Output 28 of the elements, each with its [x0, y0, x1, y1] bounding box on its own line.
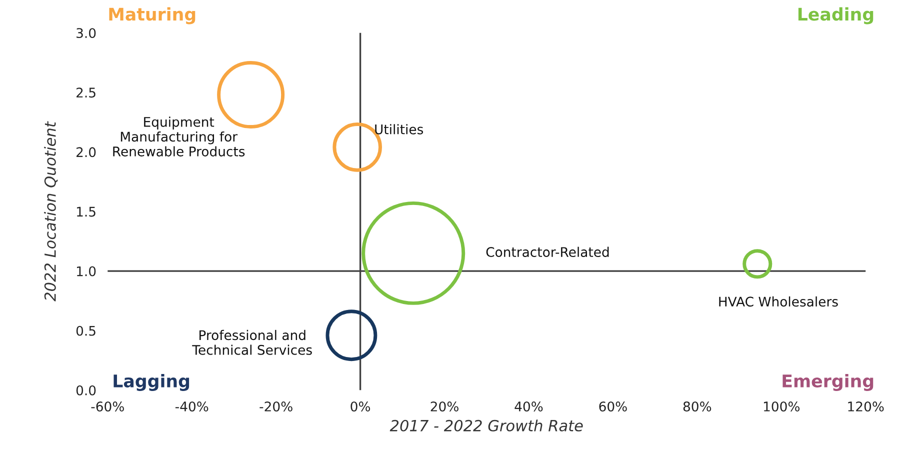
y-tick-label: 3.0 — [76, 28, 96, 38]
x-tick-label: 0% — [350, 401, 370, 412]
text: HVAC Wholesalers — [719, 296, 838, 307]
x-tick-label: 60% — [599, 401, 627, 412]
x-tick-label: -40% — [175, 401, 208, 412]
y-tick-label: 2.5 — [76, 88, 96, 98]
series-label: Utilities — [375, 124, 424, 134]
series-label: Professional and Technical Services — [192, 330, 312, 355]
x-tick-label: 40% — [514, 401, 543, 412]
x-tick-label: 20% — [430, 401, 458, 412]
y-tick-label: 1.0 — [76, 266, 96, 276]
x-tick-label: -20% — [260, 401, 292, 412]
annotation: Lagging — [114, 374, 190, 391]
y-tick-label: 2.0 — [76, 147, 96, 158]
y-tick-label: 0.5 — [76, 326, 96, 336]
y-axis-title: 2022 Location Quotient — [44, 121, 58, 302]
y-tick-label: 1.5 — [76, 206, 96, 217]
text: Leading — [798, 7, 874, 24]
x-axis-title: 2017 - 2022 Growth Rate — [390, 420, 583, 432]
x-tick-label: 120% — [848, 401, 884, 412]
text: Maturing — [109, 7, 196, 24]
y-tick-label: 0.0 — [76, 385, 96, 396]
annotation: Emerging — [782, 374, 874, 391]
series-label: Contractor-Related — [486, 246, 609, 258]
series-label: Equipment Manufacturing for Renewable Products — [113, 116, 245, 156]
x-tick-label: 80% — [683, 401, 712, 412]
x-tick-label: 100% — [764, 401, 800, 412]
x-tick-label: -60% — [91, 401, 124, 412]
